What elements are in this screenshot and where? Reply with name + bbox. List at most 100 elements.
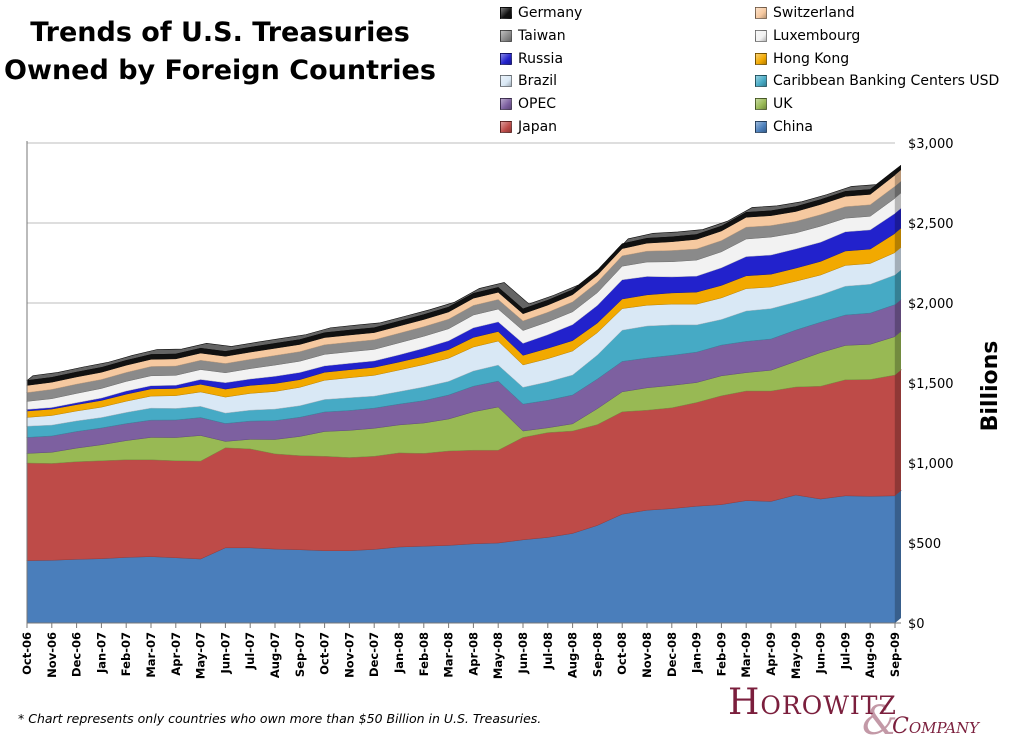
y-tick-labels: $0 $500 $1,000 $1,500 $2,000 $2,500 $3,000 — [908, 137, 954, 632]
y-tick-label: $2,000 — [908, 297, 954, 312]
x-tick-label: Nov-07 — [342, 632, 356, 678]
x-tick-label: Aug-07 — [268, 632, 282, 678]
legend-swatch — [500, 75, 512, 88]
x-tick-label: Oct-07 — [318, 632, 332, 675]
x-tick-label: Dec-07 — [367, 632, 381, 677]
end-cap-hong-kong — [895, 228, 901, 253]
legend-label: Taiwan — [518, 27, 566, 44]
x-tick-label: Feb-07 — [119, 632, 133, 676]
x-tick-label: Jun-08 — [516, 632, 530, 674]
x-tick-label: Sep-09 — [888, 632, 902, 677]
end-cap-opec — [895, 299, 901, 337]
logo-ampersand: & — [862, 698, 898, 744]
stacked-area-chart: $0 $500 $1,000 $1,500 $2,000 $2,500 $3,000 Oct… — [20, 137, 1003, 679]
legend-item-uk: UK — [755, 93, 792, 115]
x-tick-label: Aug-09 — [863, 632, 877, 678]
legend-item-switzerland: Switzerland — [755, 2, 855, 24]
x-tick-label: Dec-08 — [665, 632, 679, 677]
x-tick-label: May-09 — [789, 632, 803, 679]
legend-label: Luxembourg — [773, 27, 861, 44]
series-areas — [26, 164, 903, 624]
legend-item-china: China — [755, 116, 813, 138]
x-tick-label: Jan-08 — [392, 632, 406, 674]
legend-item-russia: Russia — [500, 48, 563, 70]
legend-item-taiwan: Taiwan — [500, 25, 566, 47]
x-tick-label: Aug-08 — [566, 632, 580, 678]
legend-swatch — [755, 121, 767, 133]
legend-swatch — [755, 29, 767, 42]
legend-label: Caribbean Banking Centers USD — [773, 73, 1000, 90]
end-cap-brazil — [895, 247, 901, 275]
x-tick-label: Nov-06 — [45, 632, 59, 678]
y-tick-label: $500 — [908, 537, 941, 552]
legend-label: Russia — [518, 50, 564, 67]
legend-item-caribbean-banking-centers-usd: Caribbean Banking Centers USD — [755, 70, 999, 92]
legend-label: Brazil — [518, 73, 558, 90]
legend-swatch — [500, 121, 512, 133]
chart-title-line2: Owned by Foreign Countries — [4, 55, 436, 86]
x-tick-label: May-08 — [491, 632, 505, 679]
x-tick-label: Jan-09 — [690, 632, 704, 674]
end-cap-uk — [895, 331, 901, 375]
end-cap-germany — [895, 165, 901, 175]
y-tick-label: $0 — [908, 617, 925, 632]
legend-label: Japan — [518, 119, 558, 135]
legend-swatch — [500, 98, 512, 111]
end-cap-russia — [895, 208, 901, 234]
x-tick-label: Jul-07 — [243, 632, 257, 670]
y-axis-label: Billions — [978, 341, 1003, 432]
y-tick-label: $1,000 — [908, 457, 954, 472]
legend-label: UK — [773, 96, 793, 113]
x-tick-label: Mar-09 — [739, 632, 753, 678]
chart-title: Trends of U.S. Treasuries Owned by Forei… — [0, 14, 440, 90]
x-tick-label: Feb-09 — [714, 632, 728, 676]
x-tick-label: Jan-07 — [94, 632, 108, 674]
x-tick-label: Jul-08 — [541, 632, 555, 670]
end-cap-china — [895, 490, 901, 623]
logo-word-horowitz: Horowitz — [728, 682, 897, 723]
chart-footnote: * Chart represents only countries who ow… — [18, 711, 542, 726]
x-tick-label: Jun-07 — [218, 632, 232, 674]
x-tick-label: Apr-09 — [764, 632, 778, 676]
chart-legend: Germany Switzerland Taiwan Luxembourg Russia… — [500, 2, 1020, 138]
legend-swatch — [755, 98, 767, 111]
chart-title-line1: Trends of U.S. Treasuries — [30, 17, 410, 48]
x-tick-label: Oct-08 — [615, 632, 629, 675]
legend-item-opec: OPEC — [500, 93, 556, 115]
x-tick-label: Dec-06 — [70, 632, 84, 677]
axes — [26, 141, 901, 628]
x-tick-label: Mar-07 — [144, 632, 158, 678]
legend-swatch — [500, 52, 512, 65]
legend-item-germany: Germany — [500, 2, 582, 24]
x-tick-label: May-07 — [194, 632, 208, 679]
end-cap-taiwan — [895, 181, 901, 199]
legend-swatch — [500, 29, 512, 42]
y-tick-label: $2,500 — [908, 217, 954, 232]
legend-label: Germany — [518, 5, 583, 21]
legend-label: Hong Kong — [773, 50, 850, 67]
legend-label: OPEC — [518, 96, 557, 113]
legend-swatch — [755, 7, 767, 19]
x-tick-label: Feb-08 — [417, 632, 431, 676]
x-tick-label: Sep-08 — [590, 632, 604, 677]
legend-swatch — [755, 52, 767, 65]
x-tick-label: Apr-08 — [466, 632, 480, 676]
legend-item-luxembourg: Luxembourg — [755, 25, 860, 47]
x-tick-label: Mar-08 — [442, 632, 456, 678]
x-tick-label: Jul-09 — [838, 632, 852, 670]
x-tick-labels: Oct-06 Nov-06 Dec-06 Jan-07 Feb-07 Mar-07 Apr-… — [20, 632, 902, 679]
end-cap-caribbean-banking-centers-usd — [895, 270, 901, 305]
end-cap-switzerland — [895, 170, 901, 187]
legend-swatch — [755, 75, 767, 88]
y-tick-label: $3,000 — [908, 137, 954, 152]
legend-item-hong-kong: Hong Kong — [755, 48, 849, 70]
legend-swatch — [500, 7, 512, 19]
x-tick-label: Apr-07 — [169, 632, 183, 676]
series-end-cap — [895, 165, 901, 623]
x-tick-label: Nov-08 — [640, 632, 654, 678]
legend-item-brazil: Brazil — [500, 70, 557, 92]
legend-label: Switzerland — [773, 5, 855, 21]
logo-word-company: Company — [892, 714, 980, 739]
x-tick-label: Oct-06 — [20, 632, 34, 675]
legend-item-japan: Japan — [500, 116, 557, 138]
